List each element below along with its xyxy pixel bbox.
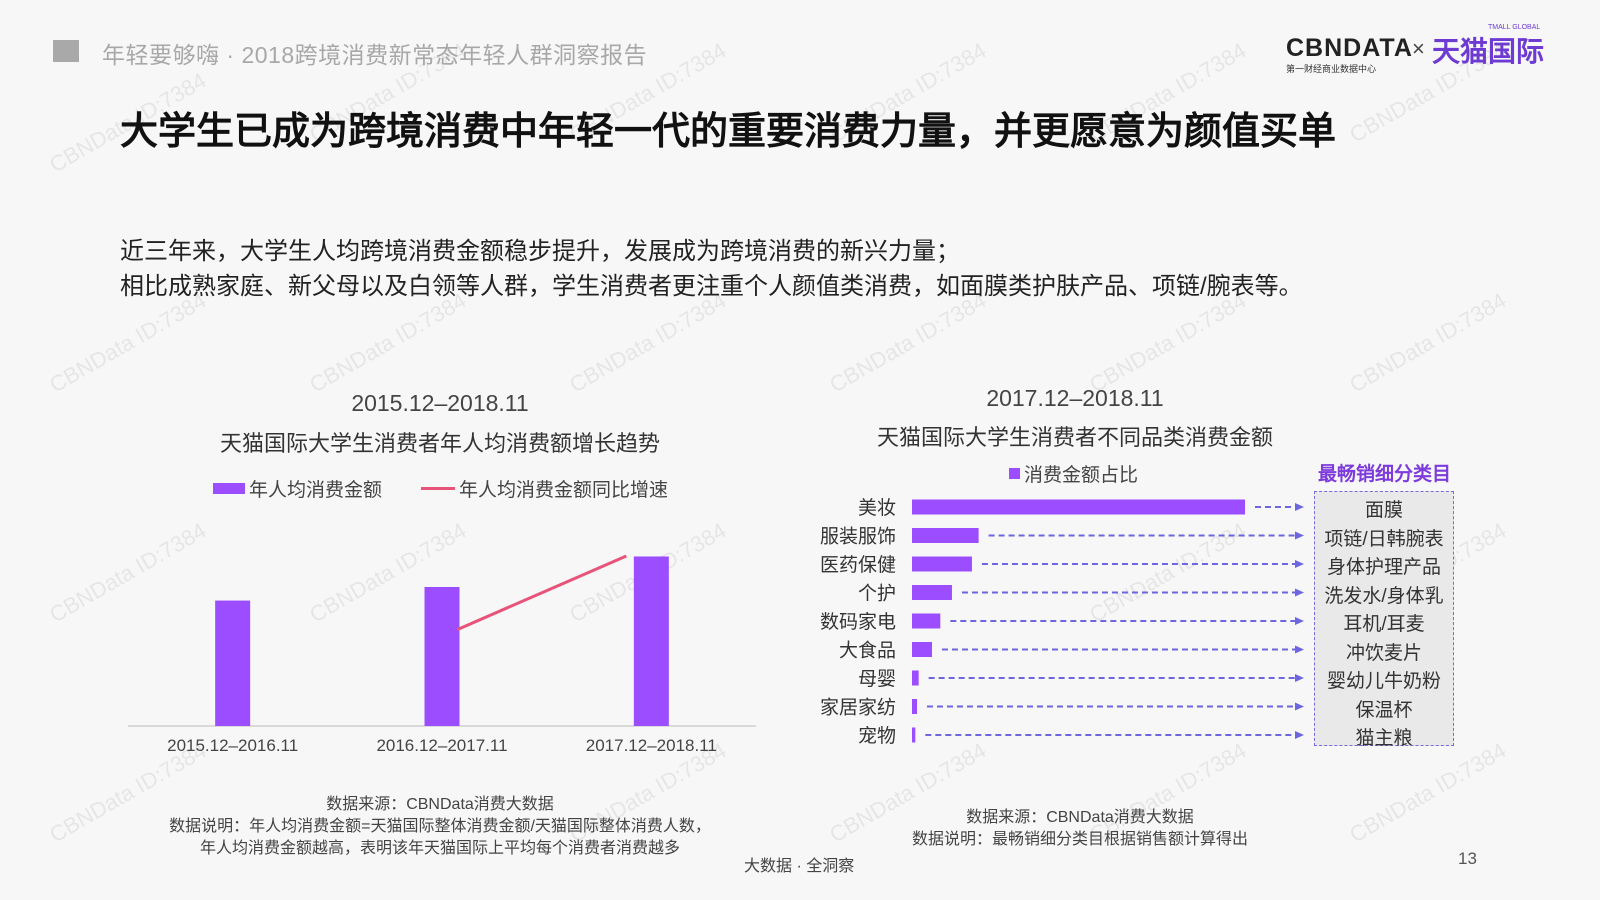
best-seller-box: 面膜项链/日韩腕表 身体护理产品 洗发水/身体乳 耳机/耳麦冲饮麦片婴幼儿牛奶粉 保温杯… [1314,491,1454,749]
logo: CBNDATA × 天猫国际 第一财经商业数据中心 TMALL GLOBAL [1286,24,1550,78]
best-seller-title: 最畅销细分类目 [1318,464,1452,485]
legend-share-label: 消费金额占比 [1024,465,1139,486]
page-title: 大学生已成为跨境消费中年轻一代的重要消费力量，并更愿意为颜值买单 [120,111,1337,153]
best-seller-item: 婴幼儿牛奶粉 [1326,671,1441,692]
right-arrow-head [1295,560,1304,568]
page-number: 13 [1458,849,1477,868]
header-square-icon [53,40,79,62]
right-category-label: 医药保健 [820,554,896,576]
best-seller-item: 洗发水/身体乳 [1324,585,1444,607]
description-line-1: 近三年来，大学生人均跨境消费金额稳步提升，发展成为跨境消费的新兴力量； [120,238,960,265]
best-seller-item: 项链/日韩腕表 [1324,528,1444,550]
best-seller-item: 面膜 [1364,500,1403,521]
right-bar [912,613,941,629]
left-bar [633,556,669,726]
best-seller-item: 耳机/耳麦 [1343,614,1425,635]
right-arrow-head [1295,645,1304,654]
legend-line-swatch [421,487,455,490]
left-note-2: 年人均消费金额越高，表明该年天猫国际上平均每个消费者消费越多 [199,840,680,857]
best-seller-item: 冲饮麦片 [1345,642,1422,664]
legend-share: 消费金额占比 [1009,460,1138,487]
right-category-label: 服装服饰 [820,526,896,548]
left-x-tick-label: 2017.12–2018.11 [586,736,717,755]
logo-subtitle: 第一财经商业数据中心 [1286,64,1377,74]
best-seller-item: 身体护理产品 [1326,557,1441,578]
right-chart-title: 天猫国际大学生消费者不同品类消费金额 [876,425,1273,450]
right-category-label: 数码家电 [820,611,896,633]
left-x-tick-label: 2016.12–2017.11 [376,736,507,755]
description-line-2: 相比成熟家庭、新父母以及白领等人群，学生消费者更注重个人颜值类消费，如面膜类护肤… [120,273,1303,300]
right-arrow-head [1295,503,1304,511]
right-bar [912,528,979,543]
right-arrow-head [1295,531,1304,540]
best-seller-item: 保温杯 [1355,699,1413,721]
right-bar [912,699,917,714]
left-bar [215,600,251,726]
logo-cbn: CBNDATA [1286,34,1413,62]
legend-line: 年人均消费金额同比增速 [421,475,668,502]
left-growth-line [456,554,627,632]
right-category-label: 大食品 [839,640,896,662]
left-source: 数据来源：CBNData消费大数据 [326,796,554,813]
right-bar [912,585,952,600]
logo-cross: × [1412,36,1425,61]
left-chart-period: 2015.12–2018.11 [351,390,529,416]
legend-bar: 年人均消费金额 [213,475,382,502]
right-chart-period: 2017.12–2018.11 [986,385,1164,411]
best-seller-item: 猫主粮 [1355,728,1413,749]
legend-line-label: 年人均消费金额同比增速 [459,480,669,501]
legend-bar-label: 年人均消费金额 [249,480,383,501]
right-category-label: 美妆 [858,497,896,519]
left-chart-title: 天猫国际大学生消费者年人均消费额增长趋势 [219,431,660,456]
right-bar [912,727,916,743]
right-bar [912,642,932,657]
right-bar [912,670,919,686]
right-bar [912,556,972,572]
left-x-tick-label: 2015.12–2016.11 [167,736,298,755]
logo-global: TMALL GLOBAL [1488,24,1541,31]
left-note-1: 数据说明：年人均消费金额=天猫国际整体消费金额/天猫国际整体消费人数， [169,818,711,835]
right-category-label: 家居家纺 [820,697,896,719]
right-category-label: 个护 [858,583,896,605]
right-arrow-head [1295,674,1304,682]
legend-share-swatch [1009,468,1020,479]
right-category-label: 母婴 [858,668,896,690]
footer-tagline: 大数据 · 全洞察 [744,858,855,875]
right-arrow-head [1295,731,1304,739]
report-title: 年轻要够嗨 · 2018跨境消费新常态年轻人群洞察报告 [102,42,648,68]
legend-bar-swatch [213,483,245,494]
right-arrow-head [1295,588,1304,597]
left-bar [424,586,460,726]
right-category-label: 宠物 [858,725,896,747]
logo-tmall: 天猫国际 [1432,36,1545,67]
right-arrow-head [1295,702,1304,711]
right-note: 数据说明：最畅销细分类目根据销售额计算得出 [911,831,1248,848]
right-arrow-head [1295,617,1304,625]
right-source: 数据来源：CBNData消费大数据 [966,809,1194,826]
right-bar [912,499,1245,515]
